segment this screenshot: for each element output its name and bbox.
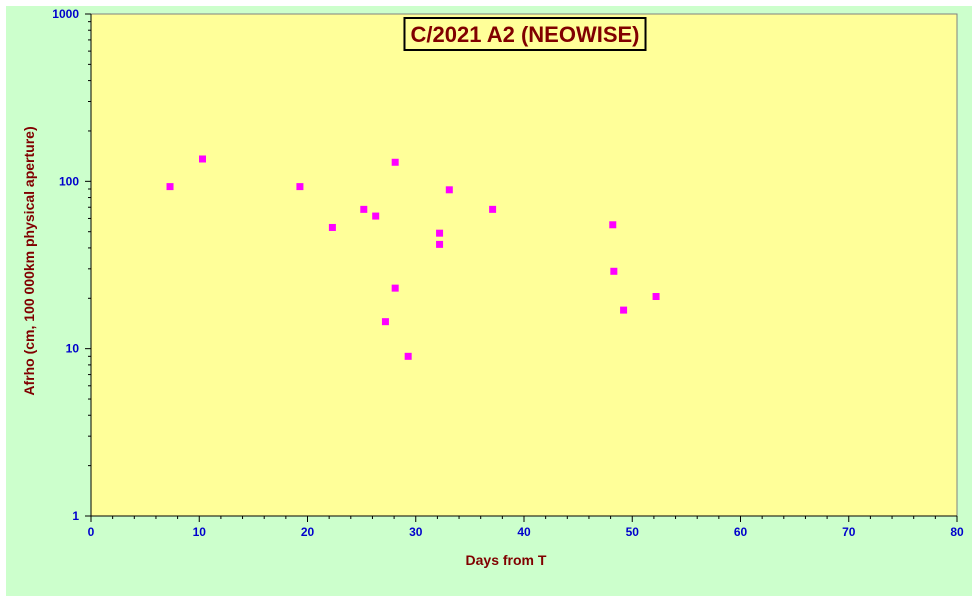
y-tick-label: 10 xyxy=(66,342,80,356)
x-tick-label: 60 xyxy=(734,525,748,539)
data-point xyxy=(436,240,444,248)
scatter-chart: 0 10 20 30 40 50 60 70 80 1 10 100 1000 C/2021 A2 (N… xyxy=(21,7,964,568)
data-point xyxy=(620,306,628,314)
x-tick-label: 40 xyxy=(517,525,531,539)
chart-title-box: C/2021 A2 (NEOWISE) xyxy=(403,17,647,51)
data-point xyxy=(166,183,174,191)
y-tick-label: 1 xyxy=(72,509,79,523)
data-point xyxy=(391,158,399,166)
x-tick-label: 70 xyxy=(842,525,856,539)
data-point xyxy=(445,186,453,194)
data-points xyxy=(166,155,660,360)
y-axis-title: Afrho (cm, 100 000km physical aperture) xyxy=(21,126,37,395)
data-point xyxy=(404,352,412,360)
chart-area: 0 10 20 30 40 50 60 70 80 1 10 100 1000 C/2021 A2 (N… xyxy=(6,6,972,596)
data-point xyxy=(391,284,399,292)
y-tick-label: 100 xyxy=(59,174,79,188)
x-tick-label: 10 xyxy=(193,525,207,539)
chart-title-frame xyxy=(403,17,647,51)
x-tick-label: 0 xyxy=(88,525,95,539)
x-axis-title: Days from T xyxy=(466,552,547,568)
data-point xyxy=(328,223,336,231)
x-tick-label: 50 xyxy=(626,525,640,539)
data-point xyxy=(381,318,389,326)
x-tick-label: 30 xyxy=(409,525,423,539)
chart-title: C/2021 A2 (NEOWISE) xyxy=(410,22,639,47)
data-point xyxy=(610,267,618,275)
tick-labels: 0 10 20 30 40 50 60 70 80 1 10 100 1000 xyxy=(52,7,964,539)
data-point xyxy=(372,212,380,220)
data-point xyxy=(198,155,206,163)
y-tick-label: 1000 xyxy=(52,7,79,21)
x-tick-label: 80 xyxy=(950,525,964,539)
tick-marks xyxy=(85,13,958,522)
x-tick-label: 20 xyxy=(301,525,315,539)
data-point xyxy=(652,292,660,300)
data-point xyxy=(436,229,444,237)
data-point xyxy=(360,205,368,213)
data-point xyxy=(489,205,497,213)
plot-area xyxy=(90,13,958,517)
data-point xyxy=(296,183,304,191)
data-point xyxy=(609,221,617,229)
